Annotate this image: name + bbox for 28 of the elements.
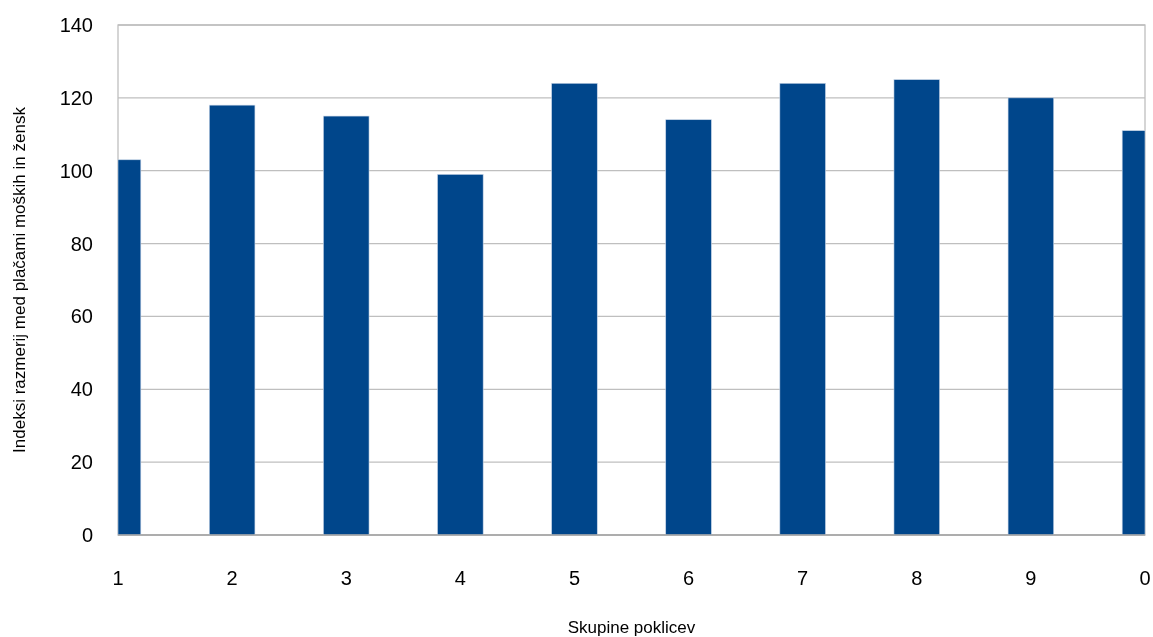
bar [208,104,256,536]
x-tick-label: 9 [1025,567,1037,589]
bar [551,82,598,536]
y-tick-label: 100 [59,159,93,182]
y-tick-label: 80 [70,232,93,255]
y-tick-label: 140 [59,14,93,36]
y-tick-label: 20 [70,451,93,474]
x-tick-label: 8 [911,567,923,589]
x-tick-label: 7 [797,567,809,589]
bar [323,115,370,536]
bar [665,119,712,536]
x-tick-label: 4 [454,567,466,589]
y-tick-label: 40 [70,378,93,401]
y-axis-title: Indeksi razmerij med plačami moških in žensk [9,106,29,453]
x-tick-label: 3 [340,567,352,589]
y-tick-label: 120 [59,86,93,109]
bar [893,79,940,536]
y-tick-label: 0 [81,524,93,546]
bar [1007,97,1055,536]
x-tick-label: 1 [112,567,124,589]
x-tick-label: 5 [568,567,581,589]
x-tick-label: 2 [226,567,238,589]
bar [437,174,484,536]
x-axis-title: Skupine poklicev [567,617,696,637]
bar [779,82,826,536]
x-tick-label: 6 [682,567,695,589]
y-tick-label: 60 [70,305,93,328]
x-tick-label: 0 [1139,567,1151,589]
